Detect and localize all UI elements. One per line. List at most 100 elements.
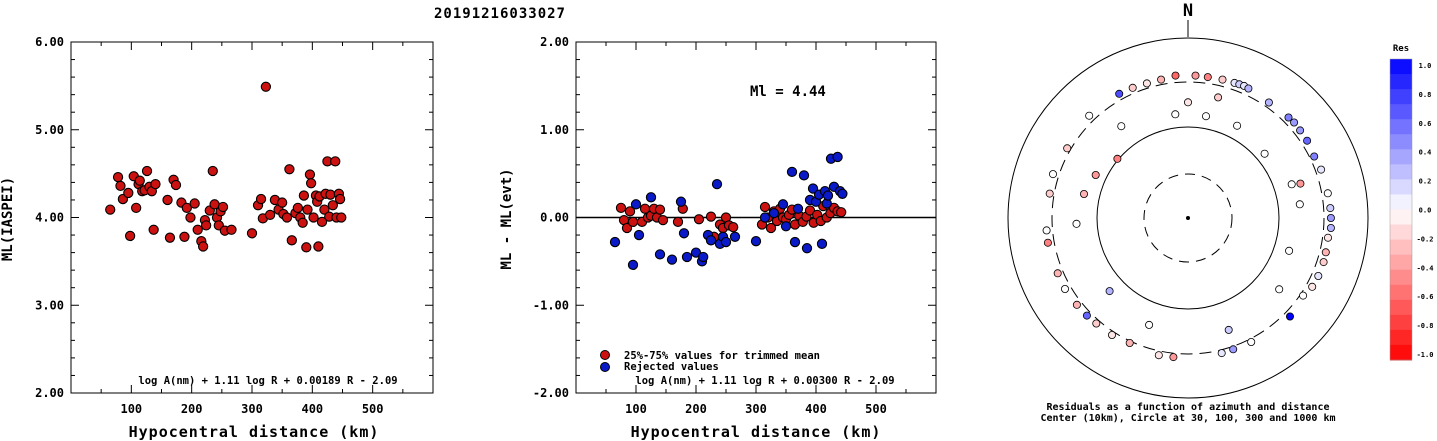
residual-point	[1284, 113, 1293, 122]
colorbar-band	[1390, 179, 1412, 195]
residual-point	[1113, 154, 1122, 163]
data-point	[624, 206, 636, 217]
data-point	[325, 189, 336, 200]
data-point	[777, 199, 789, 210]
data-point	[192, 224, 203, 235]
data-point	[645, 192, 657, 203]
formula: log A(nm) + 1.11 log R + 0.00300 R - 2.0…	[635, 375, 894, 387]
colorbar-band	[1390, 239, 1412, 256]
data-point	[654, 249, 666, 260]
x-tick-label: 400	[301, 402, 323, 416]
chart-ml-residual: 100 200 300 400 500 -2.00 -1.00 0.00 1.00 2.00 ML…	[499, 35, 937, 441]
residual-point	[1061, 284, 1070, 293]
residual-point	[1043, 238, 1052, 247]
ml-annotation: Ml = 4.44	[750, 84, 826, 100]
residual-point	[1229, 345, 1238, 354]
residual-point	[1326, 204, 1335, 213]
x-tick-label: 100	[120, 402, 142, 416]
residual-point	[1217, 349, 1226, 358]
data-point	[264, 209, 276, 221]
colorbar-band	[1390, 134, 1412, 150]
colorbar-band	[1390, 284, 1412, 301]
data-point	[284, 164, 295, 175]
data-point	[816, 238, 828, 249]
residual-point	[1128, 83, 1137, 92]
data-point	[124, 230, 136, 242]
y-axis-label: ML(IASPEI)	[0, 177, 16, 261]
residual-point	[1324, 233, 1333, 242]
data-point	[260, 81, 272, 92]
colorbar-band	[1390, 119, 1412, 135]
data-point	[207, 165, 218, 177]
x-tick-label: 500	[865, 402, 887, 416]
colorbar-tick-label: 0.8	[1419, 91, 1432, 99]
data-point	[302, 204, 313, 215]
residual-point	[1299, 291, 1308, 300]
y-tick-label: 2.00	[540, 35, 569, 49]
colorbar-band	[1390, 89, 1412, 105]
data-point	[750, 236, 762, 247]
data-point	[316, 216, 328, 228]
data-point	[197, 241, 209, 252]
data-point	[164, 232, 176, 243]
residual-point	[1049, 170, 1058, 179]
residual-point	[1157, 75, 1166, 84]
data-point	[200, 220, 212, 231]
plot-frame	[70, 41, 434, 394]
data-point	[759, 212, 771, 223]
data-point	[246, 228, 258, 239]
data-point	[298, 190, 310, 201]
x-axis-label: Hypocentral distance (km)	[631, 423, 882, 441]
residual-point	[1184, 98, 1193, 107]
colorbar-band	[1390, 329, 1412, 346]
data-point	[654, 204, 666, 215]
residual-point	[1326, 213, 1335, 222]
residual-point	[1323, 189, 1332, 198]
residual-point	[1045, 189, 1054, 198]
data-point	[179, 231, 190, 242]
data-point	[780, 221, 792, 232]
center-dot	[1186, 216, 1190, 220]
colorbar-tick-label: -0.8	[1417, 322, 1434, 330]
colorbar-band	[1390, 254, 1412, 271]
data-point	[693, 214, 705, 225]
residual-point	[1321, 248, 1330, 257]
residual-point	[1053, 269, 1062, 278]
data-point	[798, 170, 810, 181]
residual-point	[1314, 271, 1323, 280]
residual-point	[1091, 170, 1100, 179]
residual-point	[1072, 300, 1081, 309]
ring-100km	[1096, 126, 1280, 310]
residual-point	[1142, 79, 1151, 88]
data-point	[836, 207, 847, 218]
residual-point	[1092, 319, 1101, 328]
colorbar-tick-label: 0.6	[1419, 120, 1432, 128]
colorbar-band	[1390, 194, 1412, 210]
data-point	[189, 198, 200, 209]
data-point	[698, 251, 709, 263]
page-title: 20191216033027	[433, 6, 566, 22]
legend-label-accepted: 25%-75% values for trimmed mean	[624, 350, 820, 362]
ring-1000km	[1007, 37, 1369, 399]
residual-point	[1115, 89, 1124, 98]
x-tick-label: 200	[181, 402, 203, 416]
y-tick-label: 6.00	[35, 35, 64, 49]
y-tick-label: 5.00	[35, 123, 64, 137]
residual-point	[1105, 287, 1114, 296]
x-tick-label: 400	[805, 402, 827, 416]
data-point	[281, 212, 293, 223]
legend-marker-accepted	[600, 350, 610, 360]
colorbar-title: Res	[1393, 44, 1409, 54]
residual-point	[1295, 200, 1304, 209]
residual-point	[1117, 122, 1126, 131]
residual-point	[1214, 93, 1223, 102]
data-point	[768, 207, 780, 219]
data-point	[711, 179, 723, 190]
polar-caption-line2: Center (10km), Circle at 30, 100, 300 an…	[1040, 413, 1336, 424]
data-point	[792, 203, 804, 214]
data-point	[786, 166, 798, 178]
x-tick-label: 200	[685, 402, 707, 416]
data-point	[657, 214, 669, 226]
data-point	[801, 243, 813, 254]
